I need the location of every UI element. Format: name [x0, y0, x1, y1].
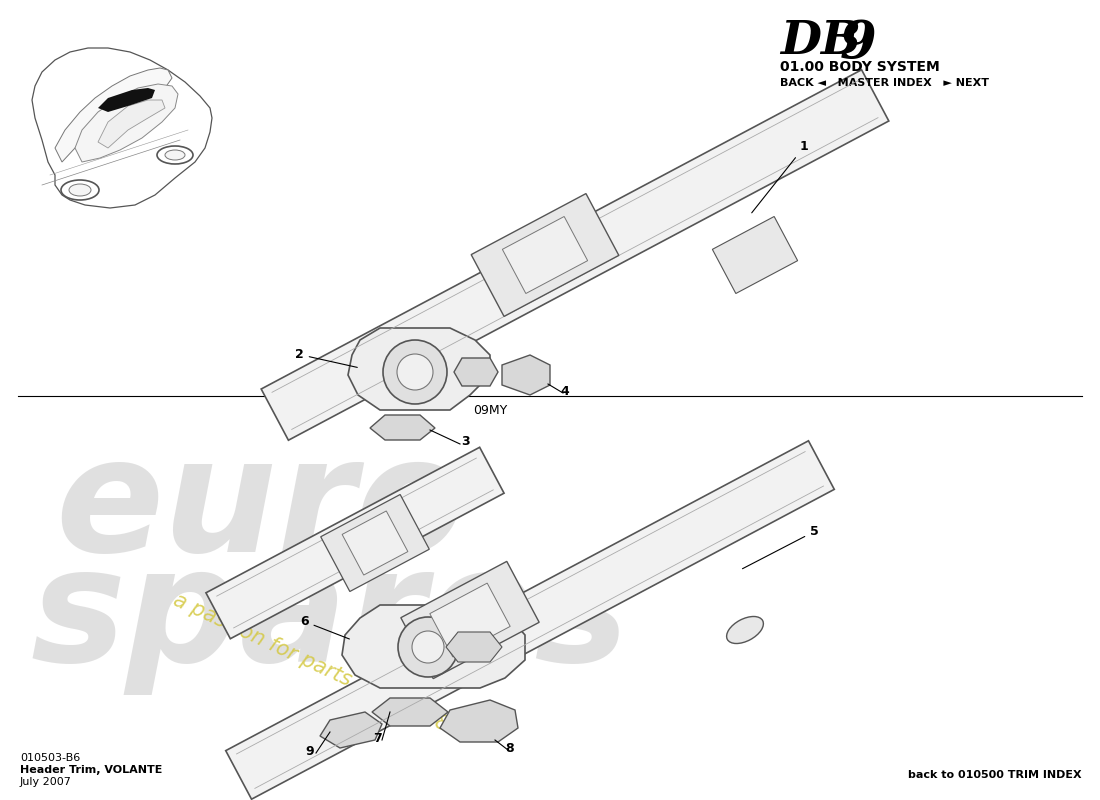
- Ellipse shape: [727, 617, 763, 643]
- Polygon shape: [206, 447, 504, 638]
- Polygon shape: [370, 415, 434, 440]
- Text: 9: 9: [840, 18, 877, 69]
- Ellipse shape: [165, 150, 185, 160]
- Circle shape: [397, 354, 433, 390]
- Polygon shape: [454, 358, 498, 386]
- Text: DB: DB: [780, 18, 861, 64]
- Ellipse shape: [69, 184, 91, 196]
- Text: July 2007: July 2007: [20, 777, 72, 787]
- Polygon shape: [75, 84, 178, 162]
- Text: 09MY: 09MY: [473, 404, 507, 417]
- Polygon shape: [348, 328, 490, 410]
- Text: 7: 7: [374, 732, 383, 745]
- Polygon shape: [32, 48, 212, 208]
- Text: Header Trim, VOLANTE: Header Trim, VOLANTE: [20, 765, 163, 775]
- Circle shape: [383, 340, 447, 404]
- Polygon shape: [320, 712, 382, 748]
- Polygon shape: [372, 698, 448, 726]
- Polygon shape: [502, 355, 550, 395]
- Circle shape: [398, 617, 458, 677]
- Polygon shape: [503, 217, 587, 294]
- Polygon shape: [471, 194, 619, 317]
- Polygon shape: [342, 511, 408, 575]
- Ellipse shape: [157, 146, 192, 164]
- Text: spares: spares: [30, 540, 629, 695]
- Text: 3: 3: [461, 435, 470, 448]
- Text: euro: euro: [55, 430, 465, 585]
- Circle shape: [412, 631, 444, 663]
- Text: 2: 2: [295, 348, 358, 367]
- Polygon shape: [342, 605, 525, 688]
- Text: 6: 6: [300, 615, 350, 639]
- Text: 1: 1: [751, 140, 808, 213]
- Text: 8: 8: [506, 742, 515, 755]
- Polygon shape: [98, 88, 155, 112]
- Polygon shape: [440, 700, 518, 742]
- Polygon shape: [55, 68, 172, 162]
- Polygon shape: [713, 217, 798, 294]
- Polygon shape: [98, 100, 165, 148]
- Polygon shape: [226, 441, 834, 799]
- Text: 9: 9: [306, 745, 315, 758]
- Text: 4: 4: [561, 385, 570, 398]
- Text: back to 010500 TRIM INDEX: back to 010500 TRIM INDEX: [909, 770, 1082, 780]
- Text: 01.00 BODY SYSTEM: 01.00 BODY SYSTEM: [780, 60, 939, 74]
- Polygon shape: [446, 632, 502, 662]
- Polygon shape: [400, 562, 539, 678]
- Polygon shape: [321, 494, 429, 591]
- Ellipse shape: [60, 180, 99, 200]
- Text: 5: 5: [742, 525, 818, 569]
- Text: 010503-B6: 010503-B6: [20, 753, 80, 763]
- Polygon shape: [430, 583, 510, 657]
- Text: a passion for parts since 1985: a passion for parts since 1985: [170, 590, 464, 742]
- Text: BACK ◄   MASTER INDEX   ► NEXT: BACK ◄ MASTER INDEX ► NEXT: [780, 78, 989, 88]
- Polygon shape: [261, 70, 889, 440]
